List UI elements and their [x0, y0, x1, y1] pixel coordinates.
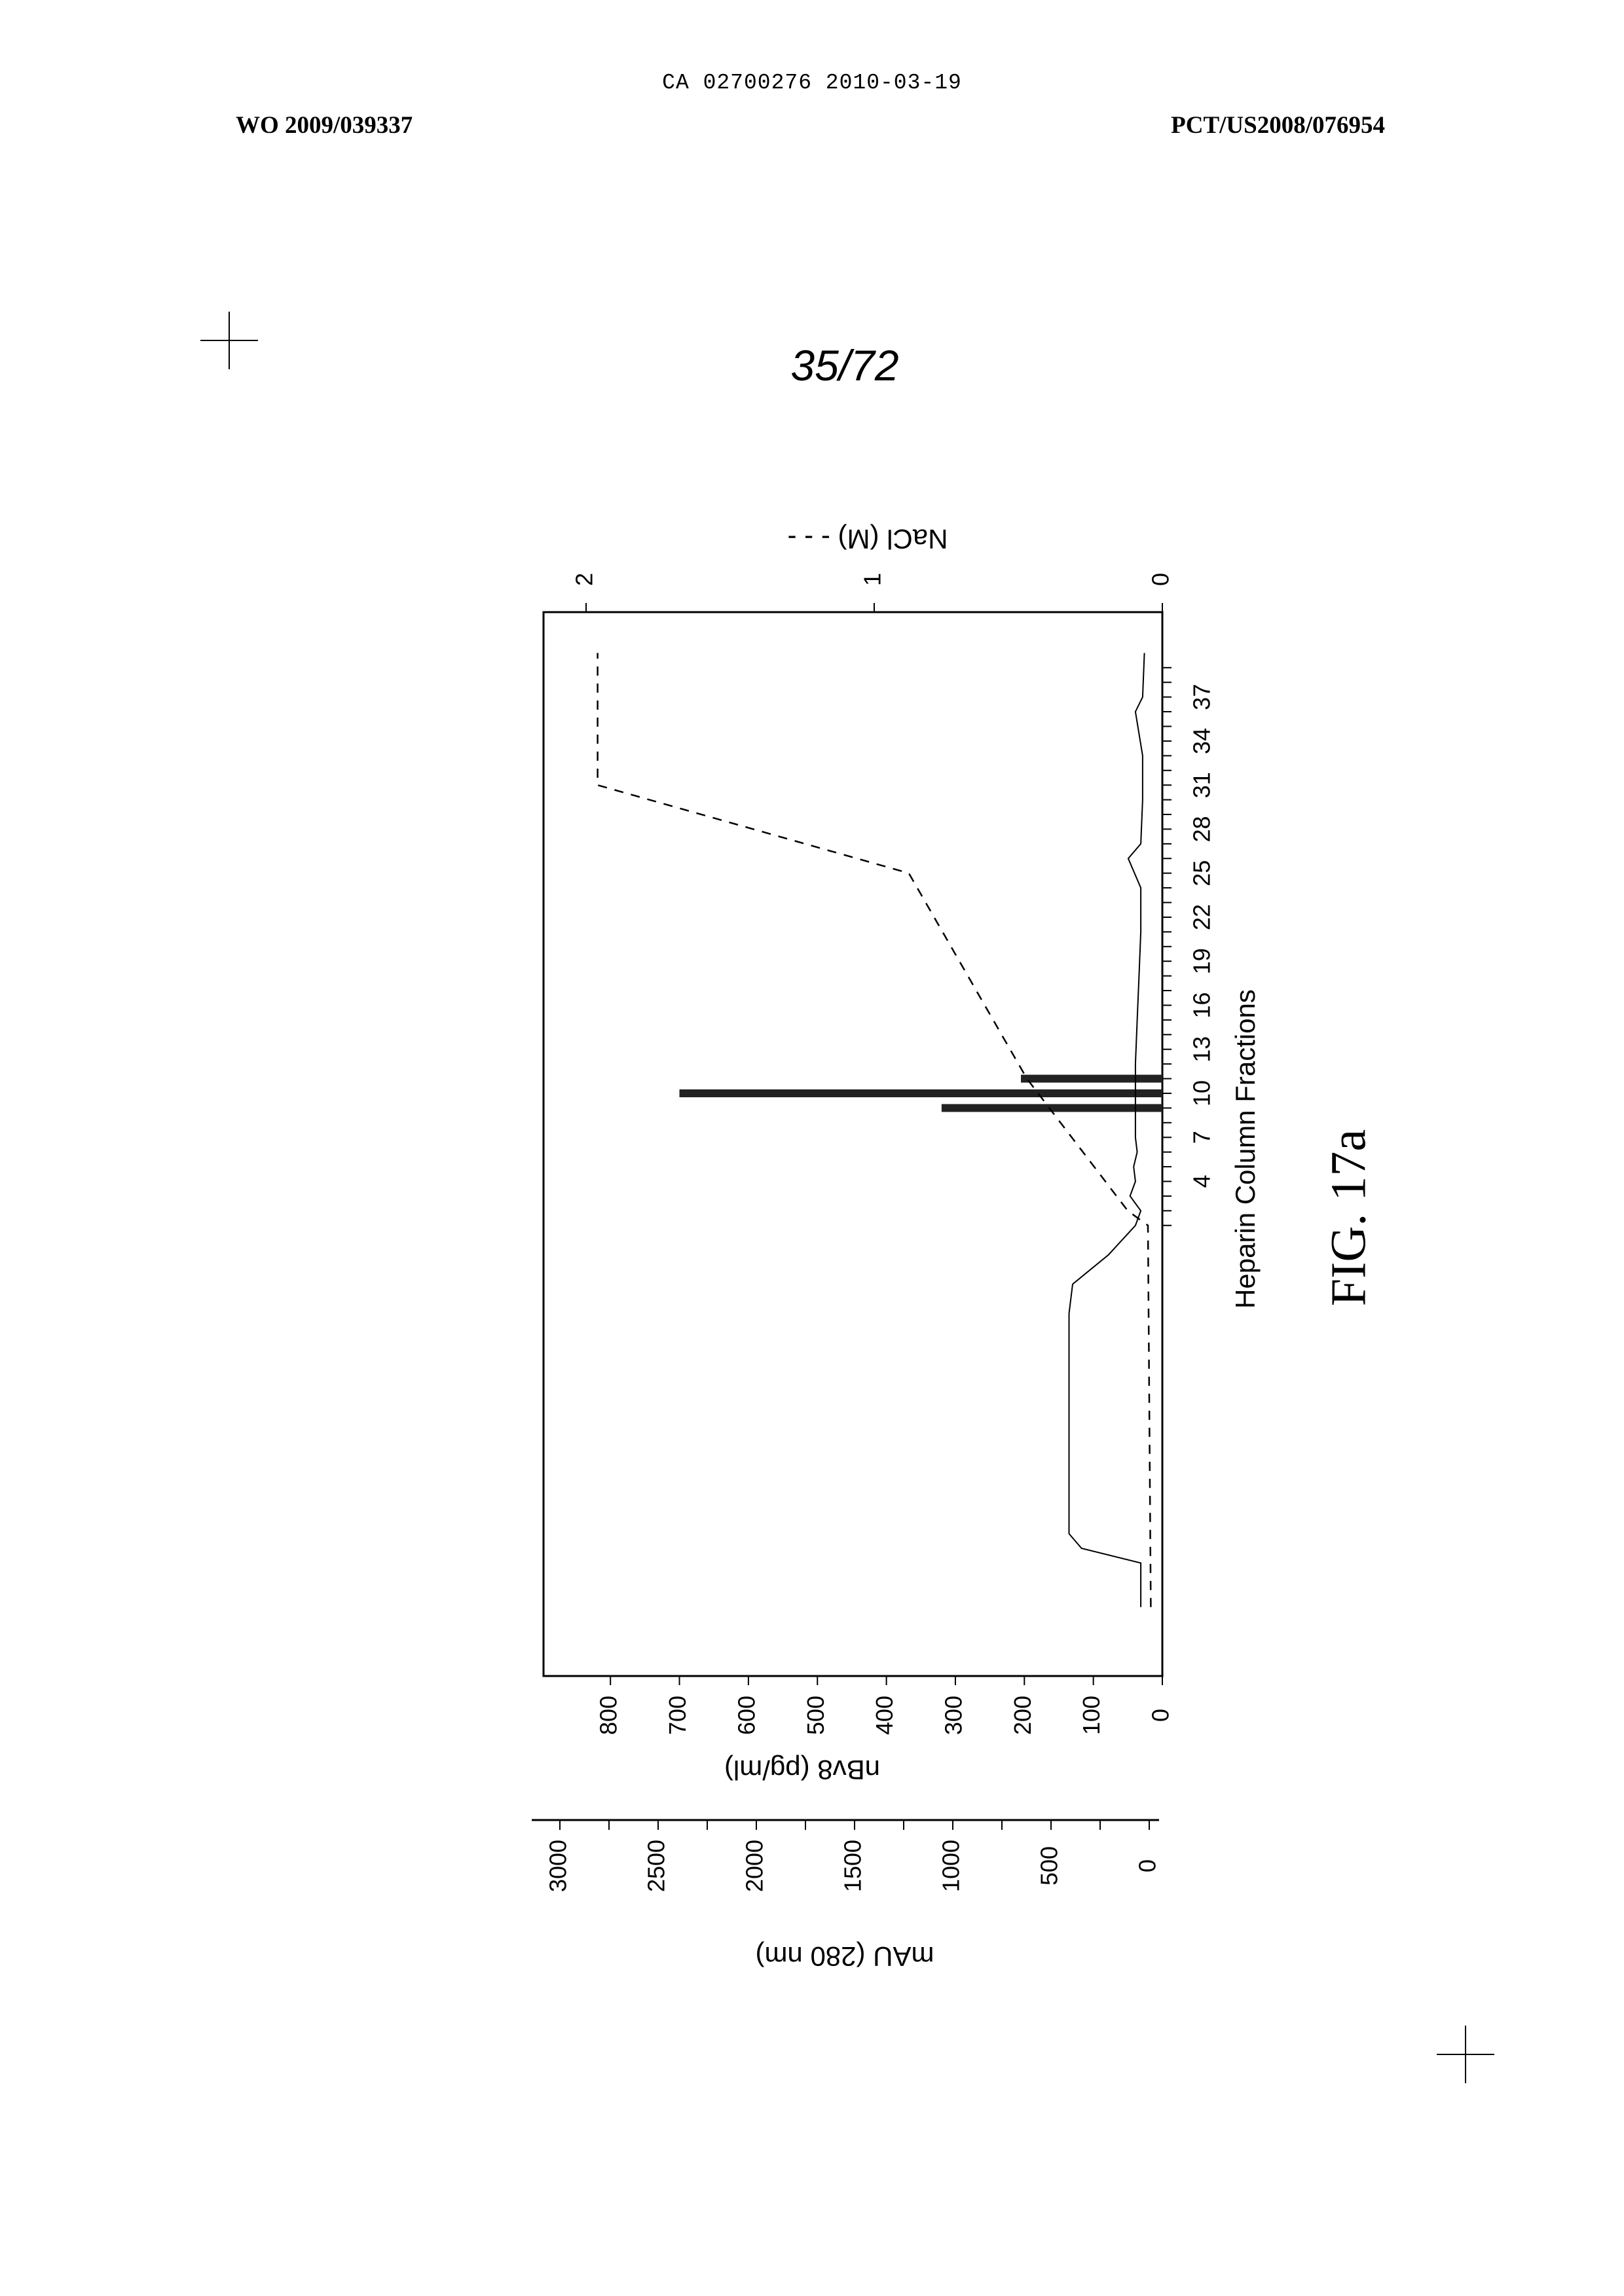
x-tick-label: 10: [1189, 1080, 1215, 1106]
y-outer-axis-label: mAU (280 nm): [755, 1941, 934, 1972]
y-left-tick-label: 100: [1078, 1696, 1105, 1735]
y-outer-tick-label: 500: [1036, 1846, 1063, 1886]
y-left-tick-label: 500: [802, 1696, 829, 1735]
y-left-tick-label: 0: [1147, 1709, 1174, 1722]
x-tick-label: 7: [1189, 1131, 1215, 1144]
y-outer-tick-label: 0: [1134, 1859, 1161, 1872]
series-mau-line: [1069, 653, 1145, 1607]
y-outer-tick-label: 2500: [643, 1840, 670, 1892]
series-nacl-line: [598, 653, 1151, 1607]
x-tick-label: 4: [1189, 1175, 1215, 1188]
y-right-tick-label: 2: [571, 573, 598, 586]
x-tick-label: 31: [1189, 772, 1215, 798]
y-left-tick-label: 600: [733, 1696, 760, 1735]
x-tick-label: 16: [1189, 992, 1215, 1018]
y-left-axis-label: nBv8 (pg/ml): [724, 1755, 880, 1785]
y-left-tick-label: 400: [871, 1696, 898, 1735]
x-tick-label: 13: [1189, 1036, 1215, 1063]
y-left-tick-label: 200: [1009, 1696, 1036, 1735]
y-left-tick-label: 800: [595, 1696, 622, 1735]
bar-nbv8: [1021, 1075, 1162, 1083]
x-tick-label: 22: [1189, 904, 1215, 930]
y-outer-tick-label: 2000: [741, 1840, 768, 1892]
y-left-tick-label: 700: [664, 1696, 691, 1735]
y-outer-tick-label: 3000: [545, 1840, 572, 1892]
x-axis-label: Heparin Column Fractions: [1230, 989, 1261, 1309]
bar-nbv8: [680, 1089, 1162, 1097]
x-tick-label: 28: [1189, 816, 1215, 842]
y-outer-tick-label: 1500: [840, 1840, 866, 1892]
y-outer-tick-label: 1000: [938, 1840, 965, 1892]
y-right-axis-label: NaCl (M) - - -: [788, 524, 948, 555]
x-tick-label: 25: [1189, 860, 1215, 886]
y-left-tick-label: 300: [940, 1696, 967, 1735]
x-tick-label: 37: [1189, 684, 1215, 710]
y-right-tick-label: 0: [1147, 573, 1174, 586]
x-tick-label: 19: [1189, 948, 1215, 974]
figure-caption: FIG. 17a: [1321, 1129, 1378, 1306]
x-tick-label: 34: [1189, 728, 1215, 754]
y-right-tick-label: 1: [859, 573, 886, 586]
